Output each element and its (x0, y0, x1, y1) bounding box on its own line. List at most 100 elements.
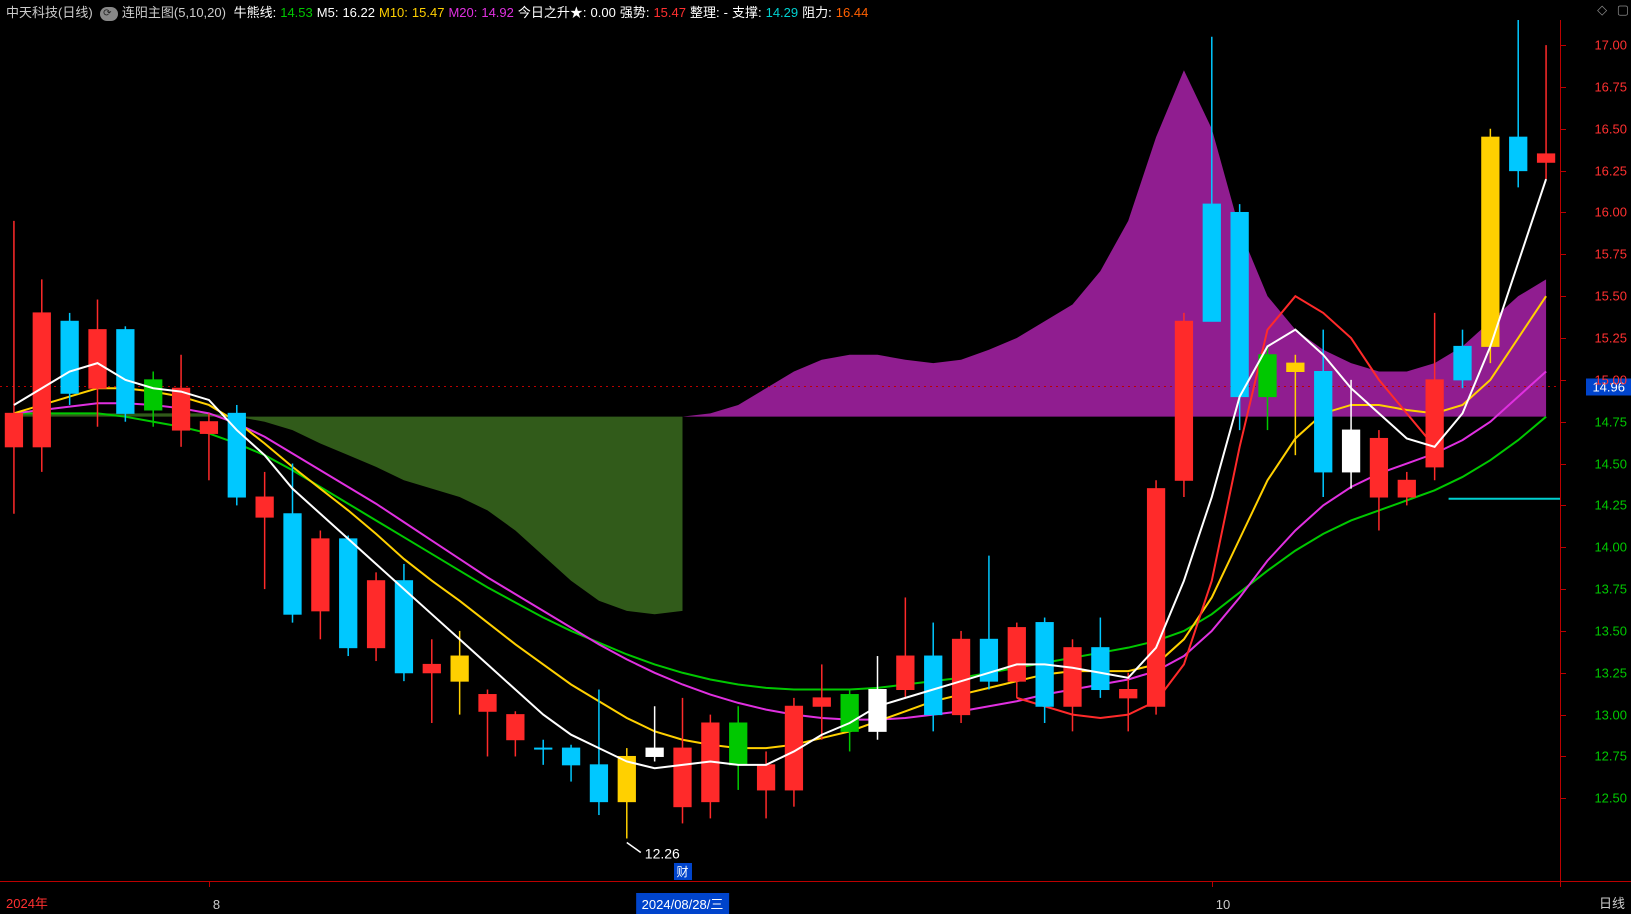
candle-body (284, 514, 301, 614)
candlestick-chart[interactable]: 12.2617.24 (0, 20, 1560, 882)
price-annotation: 12.26 (627, 842, 680, 861)
y-tick-label: 16.25 (1594, 163, 1627, 178)
candle-body (33, 313, 50, 447)
indicator-label: 今日之升★: (518, 5, 591, 20)
candle-body (479, 695, 496, 712)
x-axis: 2024年 日线 8 10 2024/08/28/三 (0, 881, 1631, 914)
indicator-label: 强势: (620, 5, 654, 20)
y-tick-label: 14.00 (1594, 540, 1627, 555)
candle-body (925, 656, 942, 715)
indicator-label: M5: (317, 5, 343, 20)
candle-body (813, 698, 830, 706)
candle-body (256, 497, 273, 517)
candle-body (535, 748, 552, 749)
candle-body (1175, 321, 1192, 480)
candle-body (590, 765, 607, 802)
year-label: 2024年 (6, 893, 48, 912)
bull-area (683, 70, 1547, 416)
candle-body (117, 330, 134, 414)
candle-body (757, 765, 774, 790)
indicator-label: 牛熊线: (234, 5, 281, 20)
y-tick-label: 17.00 (1594, 38, 1627, 53)
refresh-icon[interactable]: ⟳ (100, 7, 118, 21)
candle-body (1259, 355, 1276, 397)
candle-body (89, 330, 106, 389)
candle-body (1454, 346, 1471, 379)
diamond-icon[interactable]: ◇ (1591, 2, 1607, 17)
indicator-value: 14.53 (280, 5, 317, 20)
period-label: 日线 (1599, 893, 1625, 912)
candle-body (172, 388, 189, 430)
indicator-value: 15.47 (653, 5, 690, 20)
y-tick-label: 16.00 (1594, 205, 1627, 220)
y-tick-label: 14.75 (1594, 414, 1627, 429)
candle-body (1231, 212, 1248, 396)
candle-body (200, 422, 217, 434)
candle-body (423, 664, 440, 672)
candle-body (312, 539, 329, 611)
top-right-toolbar: ◇ ▢ (1591, 2, 1629, 18)
indicator-label: 支撑: (732, 5, 766, 20)
indicator-value: 16.22 (342, 5, 379, 20)
candle-body (730, 723, 747, 765)
y-tick-label: 15.25 (1594, 331, 1627, 346)
y-tick-label: 13.75 (1594, 582, 1627, 597)
candle-body (562, 748, 579, 765)
candle-body (1398, 480, 1415, 497)
y-tick-label: 13.50 (1594, 623, 1627, 638)
indicator-label: 阻力: (802, 5, 836, 20)
candle-body (367, 581, 384, 648)
indicator-label: 整理: (690, 5, 724, 20)
candle-body (451, 656, 468, 681)
svg-text:12.26: 12.26 (645, 845, 680, 861)
candle-body (1315, 371, 1332, 471)
candle-body (228, 413, 245, 497)
indicator-label: M10: (379, 5, 412, 20)
y-tick-label: 15.75 (1594, 247, 1627, 262)
candle-body (1342, 430, 1359, 472)
candle-body (952, 639, 969, 714)
candle-body (1092, 648, 1109, 690)
candle-body (507, 715, 524, 740)
y-axis: 14.96 12.5012.7513.0013.2513.5013.7514.0… (1560, 20, 1631, 882)
indicator-value: 16.44 (836, 5, 873, 20)
candle-body (1370, 438, 1387, 497)
cai-marker: 财 (673, 863, 691, 880)
candle-body (1203, 204, 1220, 321)
indicator-value: 15.47 (412, 5, 449, 20)
y-tick-label: 16.50 (1594, 121, 1627, 136)
y-tick-label: 12.50 (1594, 791, 1627, 806)
indicator-label: M20: (448, 5, 481, 20)
x-tick-label: 10 (1216, 897, 1230, 912)
indicator-value: - (724, 5, 732, 20)
square-icon[interactable]: ▢ (1611, 2, 1629, 17)
candle-body (674, 748, 691, 807)
x-tick-label: 8 (213, 897, 220, 912)
candle-body (1008, 628, 1025, 682)
indicator-value: 14.92 (481, 5, 518, 20)
candle-body (5, 413, 22, 446)
candle-body (646, 748, 663, 756)
candle-body (1537, 154, 1554, 162)
candle-body (1510, 137, 1527, 170)
candle-body (1287, 363, 1304, 371)
indicator-name: 连阳主图(5,10,20) (122, 5, 230, 20)
candle-body (1064, 648, 1081, 707)
candle-body (1426, 380, 1443, 467)
y-tick-label: 13.00 (1594, 707, 1627, 722)
highlighted-date: 2024/08/28/三 (636, 893, 730, 914)
y-tick-label: 15.50 (1594, 289, 1627, 304)
candle-body (897, 656, 914, 689)
y-tick-label: 16.75 (1594, 79, 1627, 94)
y-tick-label: 14.50 (1594, 456, 1627, 471)
candle-body (1147, 489, 1164, 707)
indicator-value: 14.29 (766, 5, 803, 20)
y-tick-label: 13.25 (1594, 665, 1627, 680)
candle-body (1120, 690, 1137, 698)
y-tick-label: 12.75 (1594, 749, 1627, 764)
candle-body (1482, 137, 1499, 346)
candle-body (145, 380, 162, 410)
candle-body (340, 539, 357, 648)
candle-body (61, 321, 78, 393)
y-tick-label: 15.00 (1594, 372, 1627, 387)
